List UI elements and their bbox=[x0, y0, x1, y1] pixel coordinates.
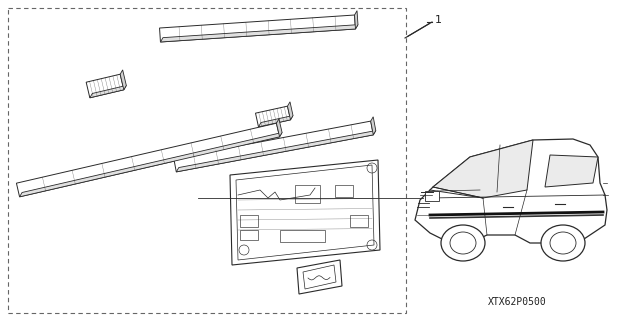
Polygon shape bbox=[297, 260, 342, 294]
Bar bbox=[350, 215, 368, 227]
Bar bbox=[240, 230, 258, 240]
Ellipse shape bbox=[450, 232, 476, 254]
Polygon shape bbox=[287, 102, 293, 120]
Polygon shape bbox=[545, 155, 598, 187]
Bar bbox=[335, 185, 353, 197]
Bar bbox=[240, 215, 258, 227]
Polygon shape bbox=[276, 119, 282, 137]
Ellipse shape bbox=[441, 225, 485, 261]
Polygon shape bbox=[120, 70, 126, 90]
Polygon shape bbox=[159, 15, 355, 42]
Bar bbox=[425, 191, 439, 201]
Polygon shape bbox=[259, 115, 293, 127]
Polygon shape bbox=[161, 25, 358, 42]
Polygon shape bbox=[86, 74, 124, 98]
Polygon shape bbox=[20, 132, 282, 197]
Polygon shape bbox=[176, 130, 376, 172]
Polygon shape bbox=[90, 85, 126, 98]
Bar bbox=[295, 185, 320, 203]
Polygon shape bbox=[173, 121, 373, 172]
Polygon shape bbox=[230, 160, 380, 265]
Ellipse shape bbox=[541, 225, 585, 261]
Polygon shape bbox=[371, 117, 376, 135]
Polygon shape bbox=[415, 139, 607, 243]
Bar bbox=[280, 230, 325, 242]
Ellipse shape bbox=[550, 232, 576, 254]
Text: 1: 1 bbox=[435, 15, 442, 25]
Polygon shape bbox=[355, 11, 358, 29]
Polygon shape bbox=[17, 123, 280, 197]
Text: XTX62P0500: XTX62P0500 bbox=[488, 297, 547, 307]
Polygon shape bbox=[433, 140, 533, 198]
Polygon shape bbox=[255, 106, 291, 127]
Bar bbox=[8, 8, 406, 313]
